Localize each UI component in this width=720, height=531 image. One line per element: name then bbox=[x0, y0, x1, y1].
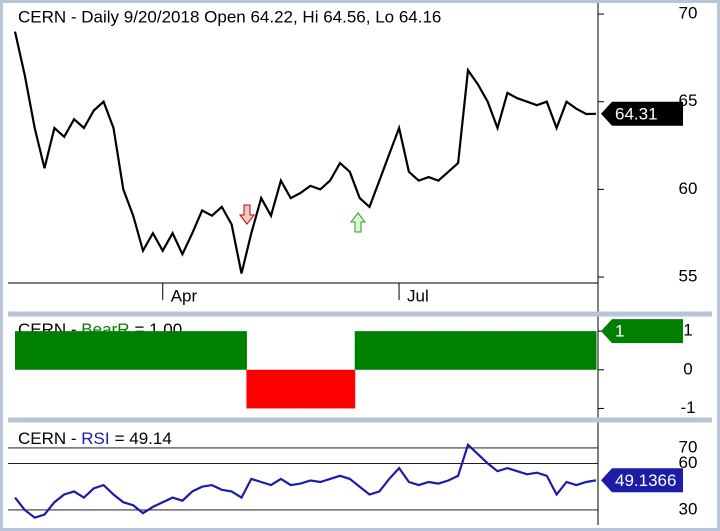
sell-signal bbox=[238, 204, 256, 225]
value-tag-label: 1 bbox=[615, 322, 624, 341]
buy-signal bbox=[349, 212, 367, 233]
value-tag bbox=[601, 319, 683, 344]
chart-title: CERN - Daily 9/20/2018 Open 64.22, Hi 64… bbox=[18, 7, 441, 26]
bar bbox=[157, 331, 169, 370]
bar bbox=[207, 331, 218, 370]
bar bbox=[403, 331, 415, 370]
bar bbox=[522, 331, 533, 370]
bar bbox=[128, 331, 139, 370]
value-tag-label: 64.31 bbox=[615, 104, 658, 123]
bar bbox=[69, 331, 80, 370]
price-line bbox=[13, 31, 597, 274]
price-line bbox=[14, 442, 597, 519]
bar bbox=[482, 331, 494, 370]
bar bbox=[246, 369, 257, 409]
bar bbox=[15, 331, 21, 370]
bar bbox=[344, 369, 356, 409]
bar bbox=[551, 331, 563, 370]
y-tick-label: 65 bbox=[679, 91, 698, 110]
bar bbox=[305, 369, 316, 409]
bar bbox=[364, 331, 375, 370]
panel-title: CERN - RSI = 49.14 bbox=[18, 429, 172, 448]
bar bbox=[295, 369, 306, 409]
bar bbox=[325, 369, 336, 409]
title-part: RSI bbox=[81, 429, 109, 448]
bar bbox=[423, 331, 435, 370]
bar bbox=[39, 331, 50, 370]
value-tag-label: 49.1366 bbox=[615, 471, 676, 490]
bar bbox=[29, 331, 41, 370]
bar bbox=[512, 331, 523, 370]
bar bbox=[571, 331, 582, 370]
y-tick-label: 70 bbox=[679, 4, 698, 23]
bar bbox=[453, 331, 464, 370]
bar bbox=[285, 369, 297, 409]
bar bbox=[472, 331, 484, 370]
bar bbox=[216, 331, 228, 370]
title-part: CERN - bbox=[18, 429, 81, 448]
bar bbox=[315, 369, 326, 409]
bar bbox=[531, 331, 543, 370]
bar bbox=[79, 331, 90, 370]
bar bbox=[374, 331, 385, 370]
bar bbox=[226, 331, 238, 370]
bar bbox=[275, 369, 287, 409]
bar bbox=[138, 331, 149, 370]
y-tick-label: 0 bbox=[683, 359, 692, 378]
bar bbox=[177, 331, 188, 370]
y-tick-label: 1 bbox=[683, 321, 692, 340]
bar bbox=[167, 331, 178, 370]
bar bbox=[236, 331, 247, 370]
bar bbox=[502, 331, 513, 370]
bar bbox=[118, 331, 129, 370]
bar bbox=[88, 331, 100, 370]
bar bbox=[266, 369, 277, 409]
bar bbox=[147, 331, 159, 370]
x-tick-label: Apr bbox=[171, 286, 198, 305]
bar bbox=[98, 331, 110, 370]
x-tick-label: Jul bbox=[407, 286, 429, 305]
bar bbox=[49, 331, 60, 370]
bar bbox=[335, 369, 346, 409]
y-tick-label: -1 bbox=[680, 398, 695, 417]
bar bbox=[591, 331, 597, 370]
y-tick-label: 55 bbox=[679, 267, 698, 286]
bar bbox=[581, 331, 592, 370]
bar bbox=[384, 331, 395, 370]
value-tag bbox=[601, 468, 683, 493]
bar bbox=[394, 331, 405, 370]
bar bbox=[433, 331, 444, 370]
bar bbox=[187, 331, 198, 370]
value-tag bbox=[601, 101, 683, 126]
bar bbox=[19, 331, 31, 370]
y-tick-label: 60 bbox=[679, 453, 698, 472]
bar bbox=[561, 331, 572, 370]
bar bbox=[443, 331, 454, 370]
bar bbox=[256, 369, 267, 409]
bar bbox=[492, 331, 503, 370]
bar bbox=[541, 331, 553, 370]
y-tick-label: 70 bbox=[679, 437, 698, 456]
bar bbox=[463, 331, 474, 370]
bar bbox=[197, 331, 208, 370]
y-tick-label: 60 bbox=[679, 179, 698, 198]
bar bbox=[413, 331, 425, 370]
title-part: = 49.14 bbox=[115, 429, 172, 448]
bar bbox=[59, 331, 70, 370]
bar bbox=[108, 331, 119, 370]
bar bbox=[354, 331, 366, 370]
y-tick-label: 30 bbox=[679, 499, 698, 518]
